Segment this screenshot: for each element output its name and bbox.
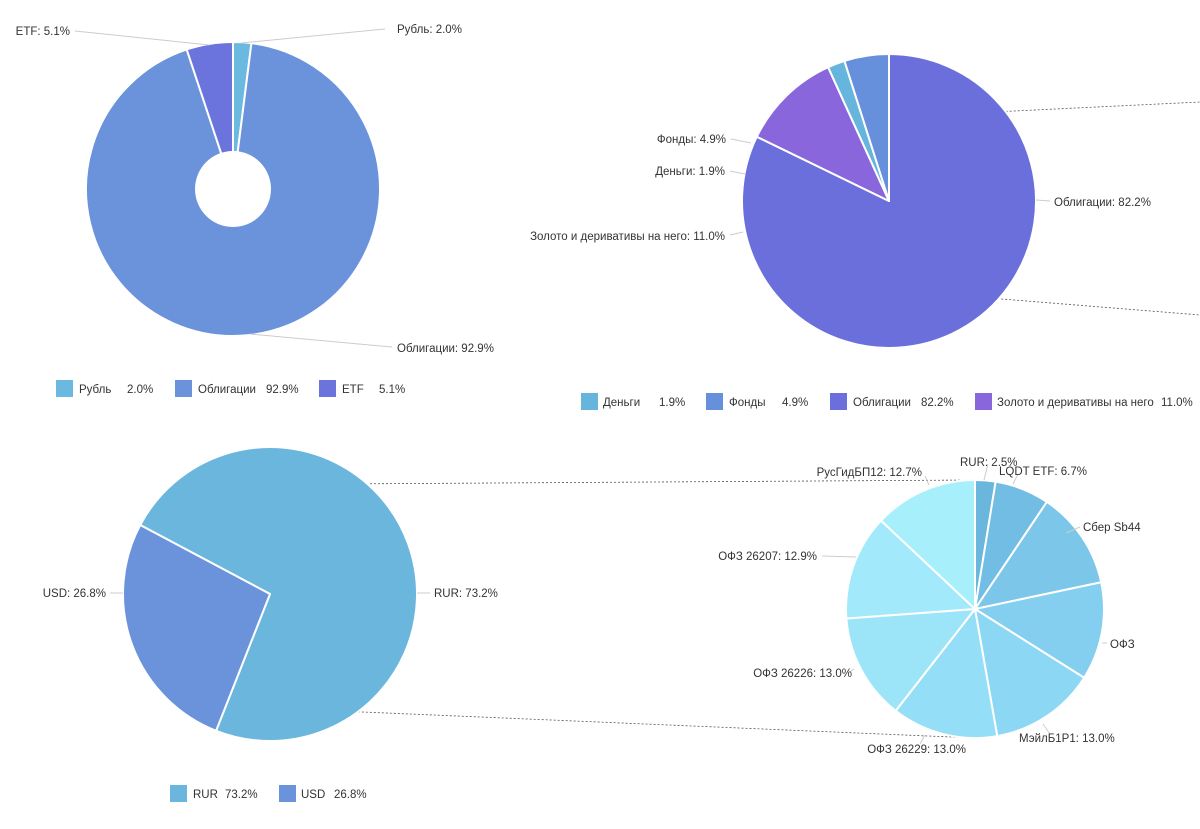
chart-4-leader-ofz26226	[849, 668, 855, 673]
chart-4-label-ofz: ОФЗ	[1110, 639, 1135, 651]
c2-slice-золото-и-деривативы-на-него-3[interactable]	[755, 66, 890, 202]
legend-swatch-money	[581, 393, 598, 410]
legend-value-bonds-2: 82.2%	[921, 397, 954, 409]
c4-slice-мэйлб1р1-4[interactable]	[974, 608, 1086, 738]
legend-swatch-usd	[279, 785, 296, 802]
chart-1-label-etf: ETF: 5.1%	[16, 26, 70, 38]
legend-item-etf[interactable]: ETF 5.1%	[319, 380, 405, 397]
legend-label-usd: USD	[301, 789, 325, 801]
chart-3-label-rur: RUR: 73.2%	[434, 588, 498, 600]
legend-item-usd[interactable]: USD 26.8%	[279, 785, 367, 802]
c4-slice-русгидбп12-8[interactable]	[880, 479, 976, 610]
legend-swatch-etf	[319, 380, 336, 397]
legend-label-etf: ETF	[342, 384, 364, 396]
chart-1-legend: Рубль 2.0% Облигации 92.9% ETF 5.1%	[56, 380, 405, 397]
legend-value-rur: 73.2%	[225, 789, 258, 801]
chart-4-label-sber: Сбер Sb44	[1083, 522, 1141, 534]
chart-2-label-funds: Фонды: 4.9%	[657, 134, 726, 146]
c3-slice-rur-0[interactable]	[139, 446, 418, 742]
legend-swatch-funds	[706, 393, 723, 410]
legend-label-rur: RUR	[193, 789, 218, 801]
chart-2-leader-bonds	[1035, 199, 1051, 202]
legend-item-funds[interactable]: Фонды 4.9%	[706, 393, 808, 410]
legend-value-usd: 26.8%	[334, 789, 367, 801]
chart-2-leader-money	[729, 170, 746, 175]
legend-swatch-rur	[170, 785, 187, 802]
chart-4-label-ofz26229: ОФЗ 26229: 13.0%	[867, 744, 966, 756]
c4-slice-офз-26226-6[interactable]	[845, 608, 976, 712]
chart-3-legend: RUR 73.2% USD 26.8%	[170, 785, 367, 802]
chart-1: Рубль: 2.0% Облигации: 92.9% ETF: 5.1% Р…	[16, 24, 494, 397]
chart-4-label-ofz26207: ОФЗ 26207: 12.9%	[718, 551, 817, 563]
chart-2-label-money: Деньги: 1.9%	[655, 166, 725, 178]
chart-3: RUR: 73.2% USD: 26.8% RUR 73.2% USD 26.8…	[43, 446, 498, 802]
legend-swatch-rubl	[56, 380, 73, 397]
c4-slice-офз-26229-5[interactable]	[894, 608, 999, 739]
legend-item-money[interactable]: Деньги 1.9%	[581, 393, 685, 410]
legend-label-gold: Золото и деривативы на него	[997, 397, 1154, 409]
chart-2-leader-gold	[729, 231, 744, 236]
legend-value-rubl: 2.0%	[127, 384, 153, 396]
chart-2-slices	[741, 53, 1037, 349]
legend-swatch-bonds	[175, 380, 192, 397]
chart-4-leader-ofz26229	[919, 734, 926, 745]
legend-value-gold: 11.0%	[1161, 397, 1193, 409]
legend-label-bonds-2: Облигации	[853, 397, 911, 409]
chart-4-leader-sber	[1065, 526, 1081, 534]
chart-4-slices	[845, 479, 1106, 739]
chart-4-label-ofz26226: ОФЗ 26226: 13.0%	[753, 668, 852, 680]
chart-4-leader-mail	[1042, 723, 1051, 735]
chart-1-leaders	[74, 28, 393, 348]
chart-2-label-gold: Золото и деривативы на него: 11.0%	[530, 231, 725, 243]
chart-4-leader-rur	[983, 463, 989, 481]
chart-1-leader-rubl	[240, 28, 386, 44]
chart-4-leader-ofz26207	[821, 555, 857, 558]
legend-swatch-bonds-2	[830, 393, 847, 410]
legend-value-bonds: 92.9%	[266, 384, 299, 396]
chart-2: Фонды: 4.9% Деньги: 1.9% Золото и дерива…	[530, 53, 1193, 410]
chart-2-leader-funds	[730, 138, 752, 144]
c4-slice-офз-26207-7[interactable]	[845, 519, 976, 620]
legend-value-money: 1.9%	[659, 397, 685, 409]
legend-value-funds: 4.9%	[782, 397, 808, 409]
chart-1-label-rubl: Рубль: 2.0%	[397, 24, 462, 36]
chart-3-label-usd: USD: 26.8%	[43, 588, 106, 600]
legend-item-gold[interactable]: Золото и деривативы на него 11.0%	[975, 393, 1193, 410]
c4-slice-сбер-sb44-2[interactable]	[974, 500, 1103, 610]
chart-4-leader-lqdt	[1012, 473, 1019, 485]
chart-1-leader-bonds	[249, 333, 393, 348]
chart-4-label-lqdt: LQDT ETF: 6.7%	[999, 466, 1087, 478]
chart-4-label-rusgid: РусГидБП12: 12.7%	[817, 467, 922, 479]
chart-4-label-mail: МэйлБ1Р1: 13.0%	[1019, 733, 1115, 745]
chart-1-donut-hole	[195, 151, 271, 227]
legend-label-funds: Фонды	[729, 397, 765, 409]
chart-1-label-bonds: Облигации: 92.9%	[397, 343, 494, 355]
legend-label-rubl: Рубль	[79, 384, 111, 396]
c3-slice-usd-1[interactable]	[122, 523, 271, 732]
chart-4-label-rur: RUR: 2.5%	[960, 457, 1018, 469]
chart-2-leaders	[729, 138, 1051, 236]
legend-item-bonds[interactable]: Облигации 92.9%	[175, 380, 299, 397]
chart-2-label-bonds: Облигации: 82.2%	[1054, 197, 1151, 209]
chart-1-leader-etf	[74, 30, 210, 46]
legend-item-rur[interactable]: RUR 73.2%	[170, 785, 258, 802]
c4-slice-офз-3[interactable]	[974, 581, 1106, 679]
chart-3-slices	[122, 446, 418, 742]
chart-2-legend: Деньги 1.9% Фонды 4.9% Облигации 82.2% З…	[581, 393, 1193, 410]
legend-item-rubl[interactable]: Рубль 2.0%	[56, 380, 153, 397]
c2-slice-фонды-1[interactable]	[843, 53, 890, 202]
legend-swatch-gold	[975, 393, 992, 410]
chart-4-leaders	[821, 463, 1107, 745]
chart-4-leader-rusgid	[924, 475, 930, 486]
legend-label-bonds: Облигации	[198, 384, 256, 396]
legend-item-bonds-2[interactable]: Облигации 82.2%	[830, 393, 954, 410]
legend-value-etf: 5.1%	[379, 384, 405, 396]
legend-label-money: Деньги	[603, 397, 640, 409]
chart-4: RUR: 2.5% LQDT ETF: 6.7% Сбер Sb44 ОФЗ М…	[718, 457, 1141, 756]
c1-slice-etf-2[interactable]	[185, 41, 234, 190]
